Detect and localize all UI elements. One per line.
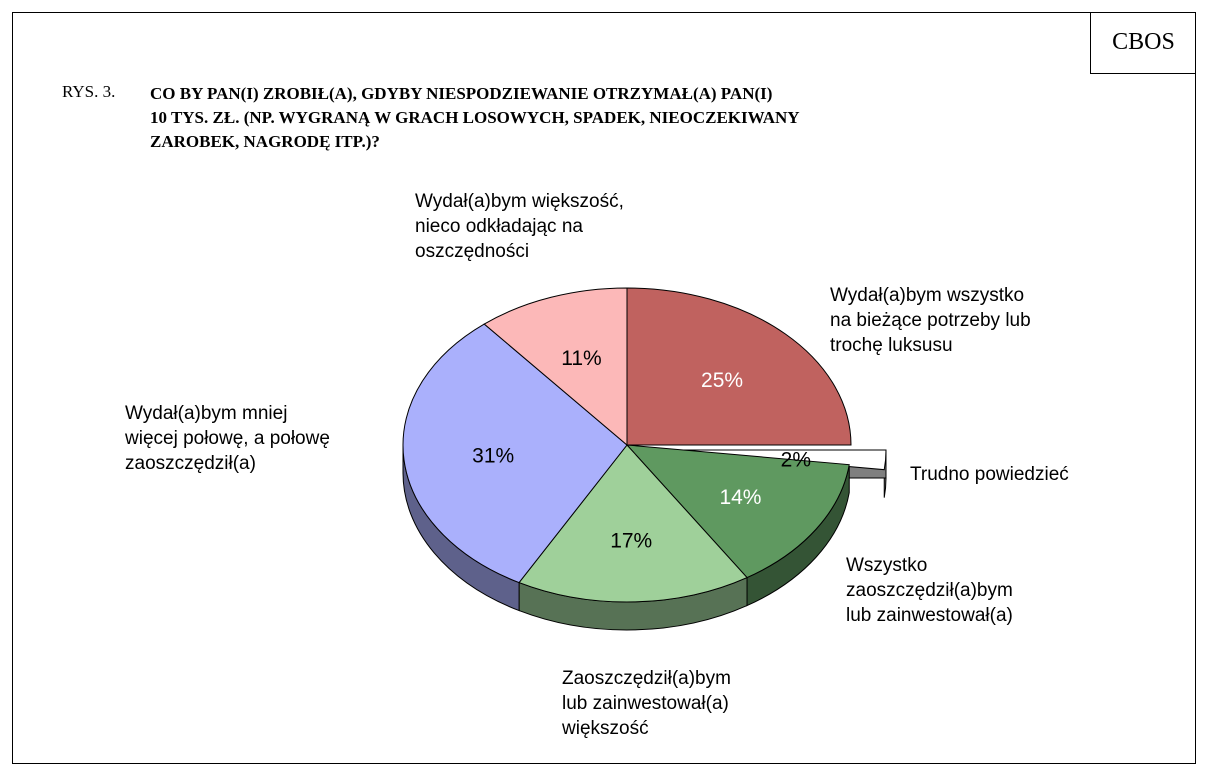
category-label: Wydał(a)bym wszystko na bieżące potrzeby… bbox=[830, 285, 1031, 356]
data-label: 2% bbox=[781, 448, 811, 471]
source-box: CBOS bbox=[1090, 12, 1196, 74]
category-label: Wydał(a)bym mniej więcej połowę, a połow… bbox=[125, 403, 330, 474]
data-label: 25% bbox=[701, 369, 743, 392]
data-label: 17% bbox=[610, 530, 652, 553]
slice bbox=[518, 444, 748, 603]
category-label: Wydał(a)bym większość, nieco odkładając … bbox=[415, 191, 624, 262]
category-label: Wszystko zaoszczędził(a)bym lub zainwest… bbox=[846, 555, 1013, 626]
slice bbox=[625, 444, 850, 579]
data-label: 31% bbox=[472, 444, 514, 467]
slice bbox=[483, 287, 628, 447]
data-label: 14% bbox=[719, 486, 761, 509]
slice bbox=[626, 287, 852, 446]
category-label: Zaoszczędził(a)bym lub zainwestował(a) w… bbox=[562, 668, 731, 739]
slice bbox=[402, 323, 628, 584]
category-label: Trudno powiedzieć bbox=[910, 464, 1069, 485]
frame bbox=[12, 12, 1196, 764]
chart-title: CO BY PAN(I) ZROBIŁ(A), GDYBY NIESPODZIE… bbox=[150, 84, 800, 151]
figure-number: RYS. 3. bbox=[62, 82, 116, 101]
data-label: 11% bbox=[561, 347, 601, 370]
